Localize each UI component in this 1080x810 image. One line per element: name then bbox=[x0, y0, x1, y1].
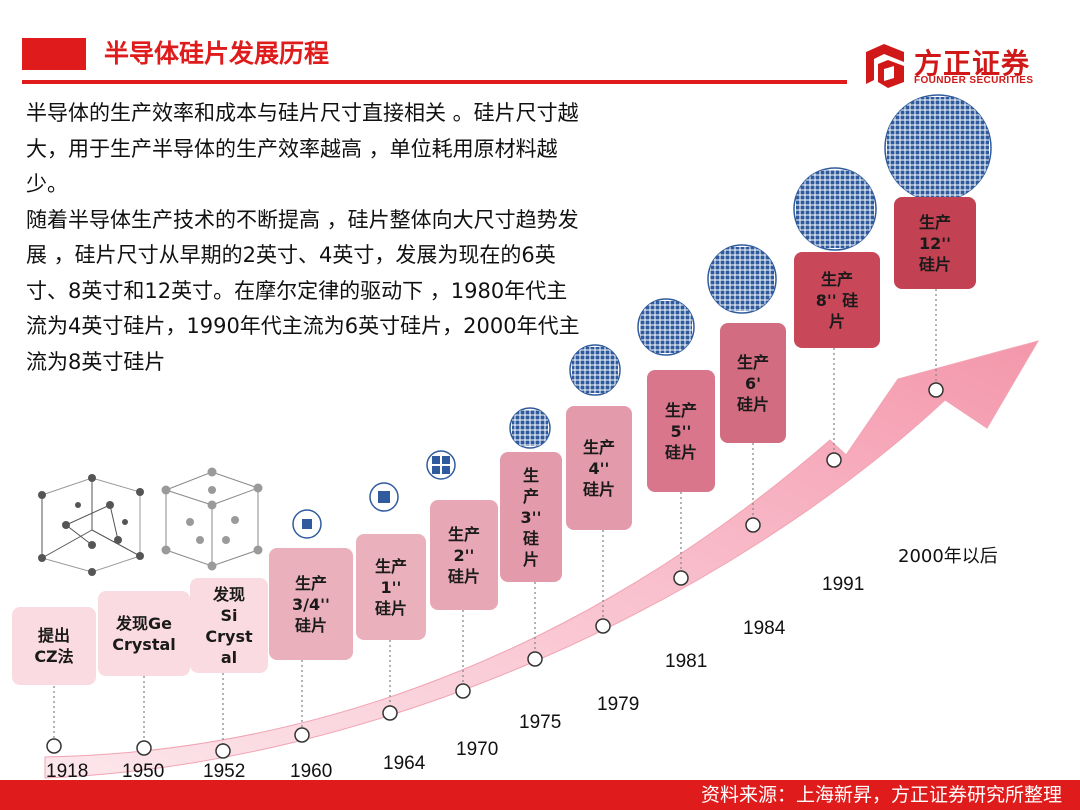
founder-logo-icon bbox=[866, 44, 904, 88]
year-label-1960: 1960 bbox=[290, 761, 333, 782]
description-text: 半导体的生产效率和成本与硅片尺寸直接相关 。硅片尺寸越大，用于生产半导体的生产效… bbox=[26, 96, 586, 380]
year-label-1950: 1950 bbox=[122, 761, 165, 782]
event-box-1984: 生产 6' 硅片 bbox=[720, 323, 786, 443]
year-label-1981: 1981 bbox=[665, 651, 708, 672]
event-box-1950: 发现Ge Crystal bbox=[98, 591, 190, 676]
header-divider bbox=[22, 80, 847, 84]
header-accent-bar bbox=[22, 38, 86, 70]
year-label-1918: 1918 bbox=[46, 761, 89, 782]
timeline-dots bbox=[46, 382, 944, 759]
company-logo: 方正证券 FOUNDER SECURITIES bbox=[862, 42, 1052, 92]
wafer-3-4-inch-icon bbox=[292, 509, 322, 539]
wafer-3-inch-icon bbox=[509, 407, 551, 449]
wafer-6-inch-icon bbox=[707, 244, 777, 314]
event-box-1964: 生产 1'' 硅片 bbox=[356, 534, 426, 640]
event-box-1952: 发现 Si Cryst al bbox=[190, 578, 268, 673]
year-label-1975: 1975 bbox=[519, 712, 562, 733]
wafer-1-inch-icon bbox=[369, 482, 399, 512]
timeline-connectors bbox=[53, 289, 937, 745]
wafer-5-inch-icon bbox=[637, 298, 695, 356]
event-box-1960: 生产 3/4'' 硅片 bbox=[269, 548, 353, 660]
description-paragraph-1: 半导体的生产效率和成本与硅片尺寸直接相关 。硅片尺寸越大，用于生产半导体的生产效… bbox=[26, 101, 579, 196]
wafer-12-inch-icon bbox=[884, 94, 992, 202]
wafer-4-inch-icon bbox=[569, 344, 621, 396]
year-label-1984: 1984 bbox=[743, 618, 786, 639]
event-box-1970: 生产 2'' 硅片 bbox=[430, 500, 498, 610]
year-label-2000: 2000年以后 bbox=[898, 546, 998, 567]
page-title: 半导体硅片发展历程 bbox=[104, 39, 330, 68]
year-label-1979: 1979 bbox=[597, 694, 640, 715]
event-box-1991: 生产 8'' 硅片 bbox=[794, 252, 880, 348]
year-label-1964: 1964 bbox=[383, 753, 426, 774]
si-crystal-lattice-icon bbox=[161, 467, 263, 571]
year-label-1970: 1970 bbox=[456, 739, 499, 760]
footer-bar: 资料来源：上海新昇，方正证券研究所整理 bbox=[0, 780, 1080, 810]
wafer-8-inch-icon bbox=[793, 167, 877, 251]
year-label-1991: 1991 bbox=[822, 574, 865, 595]
logo-name-en: FOUNDER SECURITIES bbox=[914, 75, 1034, 86]
source-note: 资料来源：上海新昇，方正证券研究所整理 bbox=[700, 784, 1062, 806]
logo-name-cn: 方正证券 bbox=[914, 47, 1031, 80]
description-paragraph-2: 随着半导体生产技术的不断提高 ，硅片整体向大尺寸趋势发展 ，硅片尺寸从早期的2英… bbox=[26, 207, 580, 374]
event-box-1918: 提出 CZ法 bbox=[12, 607, 96, 685]
event-box-1975: 生产 3'' 硅片 bbox=[500, 452, 562, 582]
event-box-1981: 生产 5'' 硅片 bbox=[647, 370, 715, 492]
event-box-2000: 生产 12'' 硅片 bbox=[894, 197, 976, 289]
wafer-2-inch-icon bbox=[426, 450, 456, 480]
year-label-1952: 1952 bbox=[203, 761, 246, 782]
event-box-1979: 生产 4'' 硅片 bbox=[566, 406, 632, 530]
ge-crystal-lattice-icon bbox=[38, 474, 144, 576]
